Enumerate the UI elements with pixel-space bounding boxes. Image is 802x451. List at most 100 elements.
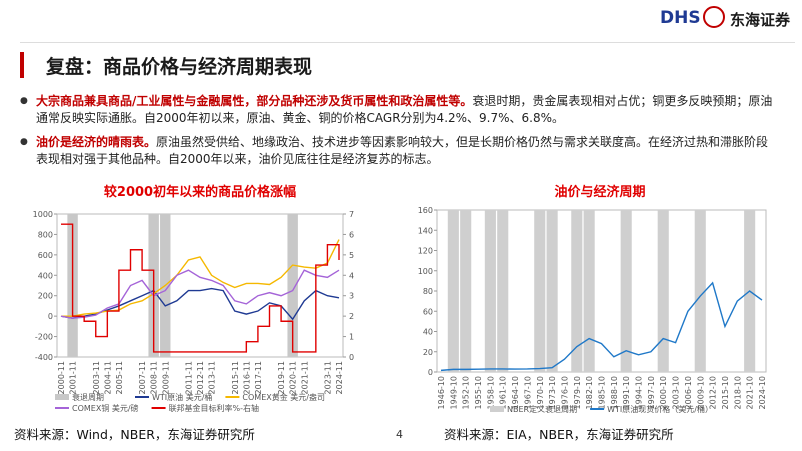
- legend-label: COMEX铜 美元/磅: [72, 403, 139, 413]
- x-tick-label: 1946-10: [437, 376, 446, 409]
- bullet-lead: 油价是经济的晴雨表。: [36, 135, 157, 149]
- y-tick-label: 1000: [33, 210, 53, 219]
- x-tick-label: 2012-11: [196, 361, 205, 394]
- bullet-text: 衰退时期，贵金属表现相对占优；铜更多反映预期；原油通常反映实际通胀。自2000年…: [36, 94, 773, 125]
- legend-label: 衰退周期: [72, 392, 104, 402]
- slide-title: 复盘：商品价格与经济周期表现: [46, 56, 313, 78]
- x-tick-label: 1991-10: [622, 376, 631, 409]
- recession-bar: [571, 210, 583, 372]
- y2-tick-label: 4: [349, 271, 354, 280]
- bullet: 油价是经济的晴雨表。原油虽然受供给、地缘政治、技术进步等因素影响较大，但是长期价…: [20, 134, 776, 168]
- y2-tick-label: 0: [349, 353, 354, 362]
- x-tick-label: 1988-10: [610, 376, 619, 409]
- header-rule: [20, 42, 795, 43]
- y-tick-label: 800: [38, 230, 53, 239]
- x-tick-label: 2009-11: [161, 361, 170, 394]
- x-tick-label: 1949-10: [449, 376, 458, 409]
- logo-icon: [703, 6, 725, 28]
- x-tick-label: 2005-11: [115, 361, 124, 394]
- x-tick-label: 2021-11: [300, 361, 309, 394]
- y2-tick-label: 7: [349, 210, 354, 219]
- x-tick-label: 1952-10: [462, 376, 471, 409]
- x-tick-label: 2001-11: [69, 361, 78, 394]
- x-tick-label: 1982-10: [585, 376, 594, 409]
- y-tick-label: 120: [418, 247, 433, 256]
- y-tick-label: 80: [423, 287, 433, 296]
- series-line: [60, 269, 340, 319]
- bullet: 大宗商品兼具商品/工业属性与金融属性，部分品种还涉及货币属性和政治属性等。衰退时…: [20, 93, 776, 127]
- recession-bar: [447, 210, 459, 372]
- legend-swatch: [55, 394, 69, 400]
- x-tick-label: 2008-11: [150, 361, 159, 394]
- recession-bar: [657, 210, 669, 372]
- y-tick-label: 600: [38, 251, 53, 260]
- x-tick-label: 1961-10: [499, 376, 508, 409]
- x-tick-label: 2018-10: [733, 376, 742, 409]
- y2-tick-label: 6: [349, 230, 354, 239]
- legend-label: NBER定义衰退周期: [507, 404, 577, 414]
- x-tick-label: 2015-10: [721, 376, 730, 409]
- x-tick-label: 1970-10: [536, 376, 545, 409]
- x-tick-label: 1967-10: [523, 376, 532, 409]
- legend-label: WTI原油现货价格（美元/桶）: [607, 404, 713, 414]
- chart-title: 较2000初年以来的商品价格涨幅: [104, 184, 296, 200]
- recession-bar: [484, 210, 496, 372]
- x-tick-label: 2009-10: [696, 376, 705, 409]
- x-tick-label: 1973-10: [548, 376, 557, 409]
- x-tick-label: 1994-10: [635, 376, 644, 409]
- y-tick-label: -400: [35, 353, 53, 362]
- x-tick-label: 2021-10: [746, 376, 755, 409]
- y-tick-label: 140: [418, 226, 433, 235]
- bullet-text: 原油虽然受供给、地缘政治、技术进步等因素影响较大，但是长期价格仍然与需求关联度高…: [36, 135, 769, 166]
- x-tick-label: 2003-11: [92, 361, 101, 394]
- legend-label: WTI原油 美元/桶: [152, 392, 212, 402]
- y-tick-label: 20: [423, 348, 433, 357]
- legend-swatch: [490, 406, 504, 412]
- x-tick-label: 2012-10: [709, 376, 718, 409]
- y-tick-label: -200: [35, 333, 53, 342]
- x-tick-label: 2024-11: [335, 361, 344, 394]
- x-tick-label: 2015-11: [231, 361, 240, 394]
- recession-bar: [497, 210, 509, 372]
- y2-tick-label: 1: [349, 333, 354, 342]
- x-tick-label: 2017-11: [254, 361, 263, 394]
- recession-bar: [534, 210, 546, 372]
- y-tick-label: 40: [423, 328, 433, 337]
- x-tick-label: 1958-10: [486, 376, 495, 409]
- source-note: 资料来源：Wind，NBER，东海证券研究所: [14, 427, 255, 442]
- plot-frame: [56, 213, 344, 358]
- chart-title: 油价与经济周期: [554, 184, 645, 200]
- company-name: 东海证券: [730, 11, 791, 29]
- title-bar: [20, 52, 24, 78]
- x-tick-label: 2000-10: [659, 376, 668, 409]
- x-tick-label: 2013-11: [208, 361, 217, 394]
- y-tick-label: 200: [38, 292, 53, 301]
- series-line: [440, 281, 763, 372]
- x-tick-label: 1979-10: [573, 376, 582, 409]
- x-tick-label: 2006-10: [684, 376, 693, 409]
- source-note: 资料来源：EIA，NBER，东海证券研究所: [444, 427, 674, 442]
- y2-tick-label: 2: [349, 312, 354, 321]
- y-tick-label: 60: [423, 307, 433, 316]
- x-tick-label: 2003-10: [672, 376, 681, 409]
- legend-label: COMEX黄金 美元/盎司: [242, 392, 325, 402]
- x-tick-label: 2020-11: [289, 361, 298, 394]
- x-tick-label: 2000-11: [57, 361, 66, 394]
- series-line: [60, 287, 340, 321]
- x-tick-label: 1955-10: [474, 376, 483, 409]
- x-tick-label: 2023-11: [323, 361, 332, 394]
- x-tick-label: 1985-10: [598, 376, 607, 409]
- y2-tick-label: 5: [349, 251, 354, 260]
- legend-label: 联邦基金目标利率%-右轴: [169, 403, 260, 413]
- recession-bar: [546, 210, 558, 372]
- x-tick-label: 2007-11: [138, 361, 147, 394]
- y-tick-label: 0: [428, 368, 433, 377]
- x-tick-label: 2019-11: [277, 361, 286, 394]
- logo-text: DHS: [660, 8, 701, 28]
- y-tick-label: 100: [418, 267, 433, 276]
- x-tick-label: 2004-11: [103, 361, 112, 394]
- x-tick-label: 2024-10: [758, 376, 767, 409]
- x-tick-label: 2016-11: [242, 361, 251, 394]
- recession-bar: [694, 210, 706, 372]
